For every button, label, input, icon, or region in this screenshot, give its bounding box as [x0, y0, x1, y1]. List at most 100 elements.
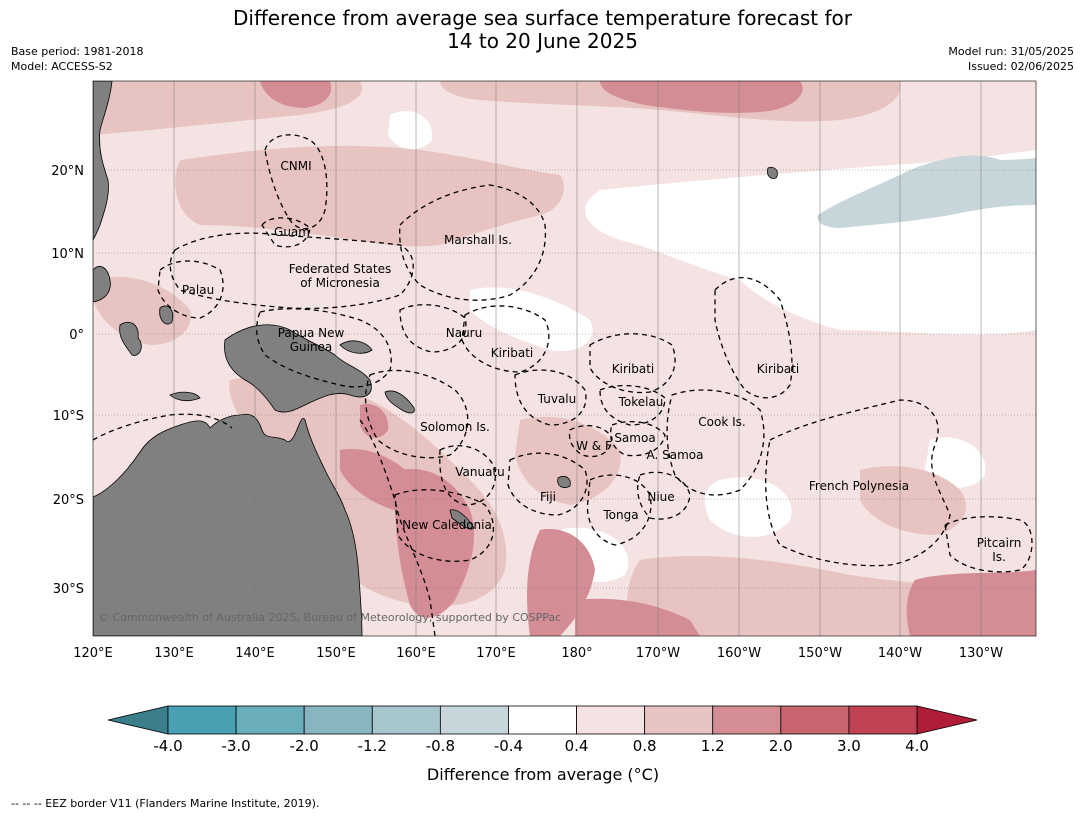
sst-near-average-region — [925, 437, 986, 488]
colorbar-tick-label: 0.8 — [633, 737, 657, 755]
copyright-notice: © Commonwealth of Australia 2025, Bureau… — [98, 611, 561, 624]
region-label: Marshall Is. — [444, 233, 512, 247]
colorbar-tick-label: -4.0 — [153, 737, 182, 755]
sulawesi-island — [119, 321, 142, 356]
issued-date: Issued: 02/06/2025 — [967, 60, 1074, 73]
map-area: CNMI Guam Marshall Is. Federated States of M… — [93, 81, 1036, 636]
papua-new-guinea-landmass — [224, 324, 372, 413]
title-line-1: Difference from average sea surface temp… — [232, 6, 852, 30]
colorbar-swatch — [235, 705, 305, 735]
eez-borders — [93, 134, 1033, 636]
colorbar-tick-label: -0.4 — [494, 737, 523, 755]
region-label: New Caledonia — [402, 518, 492, 532]
latitude-tick-label: 20°S — [53, 493, 84, 508]
colorbar-tick-label: -2.0 — [290, 737, 319, 755]
colorbar-swatch — [780, 705, 850, 735]
colorbar-tick-label: -3.0 — [221, 737, 250, 755]
eez-border-guam — [261, 217, 311, 248]
region-labels: CNMI Guam Marshall Is. Federated States of M… — [182, 159, 1021, 564]
title-line-2: 14 to 20 June 2025 — [447, 29, 638, 53]
latitude-axis: 20°N 10°N 0° 10°S 20°S 30°S — [51, 164, 84, 597]
halmahera-island — [159, 305, 174, 325]
eez-legend-note: -- -- -- EEZ border V11 (Flanders Marine… — [11, 797, 320, 810]
latitude-tick-label: 0° — [69, 328, 84, 343]
eez-border-niue — [637, 471, 691, 520]
colorbar-swatch — [439, 705, 509, 735]
region-label: Cook Is. — [698, 415, 745, 429]
colorbar-swatch — [303, 705, 373, 735]
sst-warm-region-moderate — [93, 276, 191, 345]
colorbar-tick-label: 0.4 — [565, 737, 589, 755]
colorbar-tick-label: 4.0 — [905, 737, 929, 755]
region-label: Fiji — [540, 490, 556, 504]
base-period: Base period: 1981-2018 — [11, 45, 144, 58]
colorbar-swatch — [508, 705, 577, 735]
sst-warm-region-strong — [260, 81, 332, 108]
sst-warm-region-strong — [360, 403, 389, 438]
region-label: W & F — [576, 439, 612, 453]
eez-border-australia — [93, 413, 233, 441]
latitude-tick-label: 10°N — [51, 247, 84, 262]
sst-cool-region — [817, 155, 1036, 228]
colorbar-swatch — [644, 705, 714, 735]
eez-border-marshall — [399, 184, 547, 301]
sst-warm-region-strong — [395, 469, 475, 618]
new-britain-island — [339, 340, 373, 354]
colorbar-swatch — [848, 705, 918, 735]
region-label: Kiribati — [491, 346, 533, 360]
sst-near-average-region — [388, 111, 433, 150]
fiji-island — [557, 476, 571, 488]
region-label: Kiribati — [757, 362, 799, 376]
region-label: Kiribati — [612, 362, 654, 376]
eez-border-solomon — [364, 369, 469, 459]
region-label: Pitcairn Is. — [977, 536, 1022, 564]
eez-border-palau — [157, 260, 224, 319]
graticule — [93, 81, 1036, 636]
eez-border-fiji — [507, 452, 588, 516]
sst-warm-region-strong — [600, 81, 803, 113]
region-label: French Polynesia — [809, 479, 909, 493]
eez-border-french-polynesia — [765, 399, 951, 567]
australia-landmass — [93, 413, 363, 636]
colorbar-swatch — [712, 705, 782, 735]
colorbar-tick-label: -1.2 — [358, 737, 387, 755]
region-label: Tokelau — [618, 395, 664, 409]
meta-right: Model run: 31/05/2025 Issued: 02/06/2025 — [948, 44, 1074, 74]
sst-warm-region-moderate — [515, 416, 621, 505]
region-label: Nauru — [446, 326, 482, 340]
model-run: Model run: 31/05/2025 — [948, 45, 1074, 58]
longitude-tick-label: 180° — [561, 646, 592, 661]
longitude-tick-label: 170°W — [636, 646, 680, 661]
timor-island — [169, 391, 201, 402]
colorbar-under-arrow — [107, 705, 169, 735]
colorbar-swatch — [576, 705, 646, 735]
sst-near-average-region — [470, 287, 593, 351]
region-label: Papua New Guinea — [278, 326, 345, 354]
region-label: Vanuatu — [455, 465, 505, 479]
colorbar: -4.0 -3.0 -2.0 -1.2 -0.8 -0.4 0.4 0.8 1.2 2.0 3.0 4… — [107, 705, 978, 755]
colorbar-swatch — [371, 705, 441, 735]
eez-border-tonga — [586, 474, 652, 546]
colorbar-title: Difference from average (°C) — [427, 765, 659, 784]
longitude-tick-label: 160°E — [396, 646, 436, 661]
latitude-tick-label: 30°S — [53, 582, 84, 597]
region-label: Solomon Is. — [420, 420, 490, 434]
eez-border-cnmi — [264, 134, 328, 230]
eez-border-kiribati-line — [714, 277, 793, 399]
map-frame — [92, 80, 1037, 637]
sst-near-average-region — [704, 477, 792, 537]
region-label: Palau — [182, 283, 214, 297]
latitude-tick-label: 10°S — [53, 409, 84, 424]
eez-border-tuvalu — [514, 369, 587, 426]
eez-border-kiribati-gilbert — [461, 305, 550, 373]
solomon-islands — [384, 390, 415, 414]
region-label: Samoa — [614, 431, 655, 445]
sst-warm-region-moderate — [175, 145, 564, 247]
longitude-tick-label: 120°E — [73, 646, 113, 661]
eez-border-samoa — [609, 421, 666, 457]
eez-border-wallis-futuna — [568, 424, 613, 458]
map-title: Difference from average sea surface temp… — [0, 7, 1085, 53]
longitude-tick-label: 150°E — [316, 646, 356, 661]
meta-left: Base period: 1981-2018 Model: ACCESS-S2 — [11, 44, 143, 74]
